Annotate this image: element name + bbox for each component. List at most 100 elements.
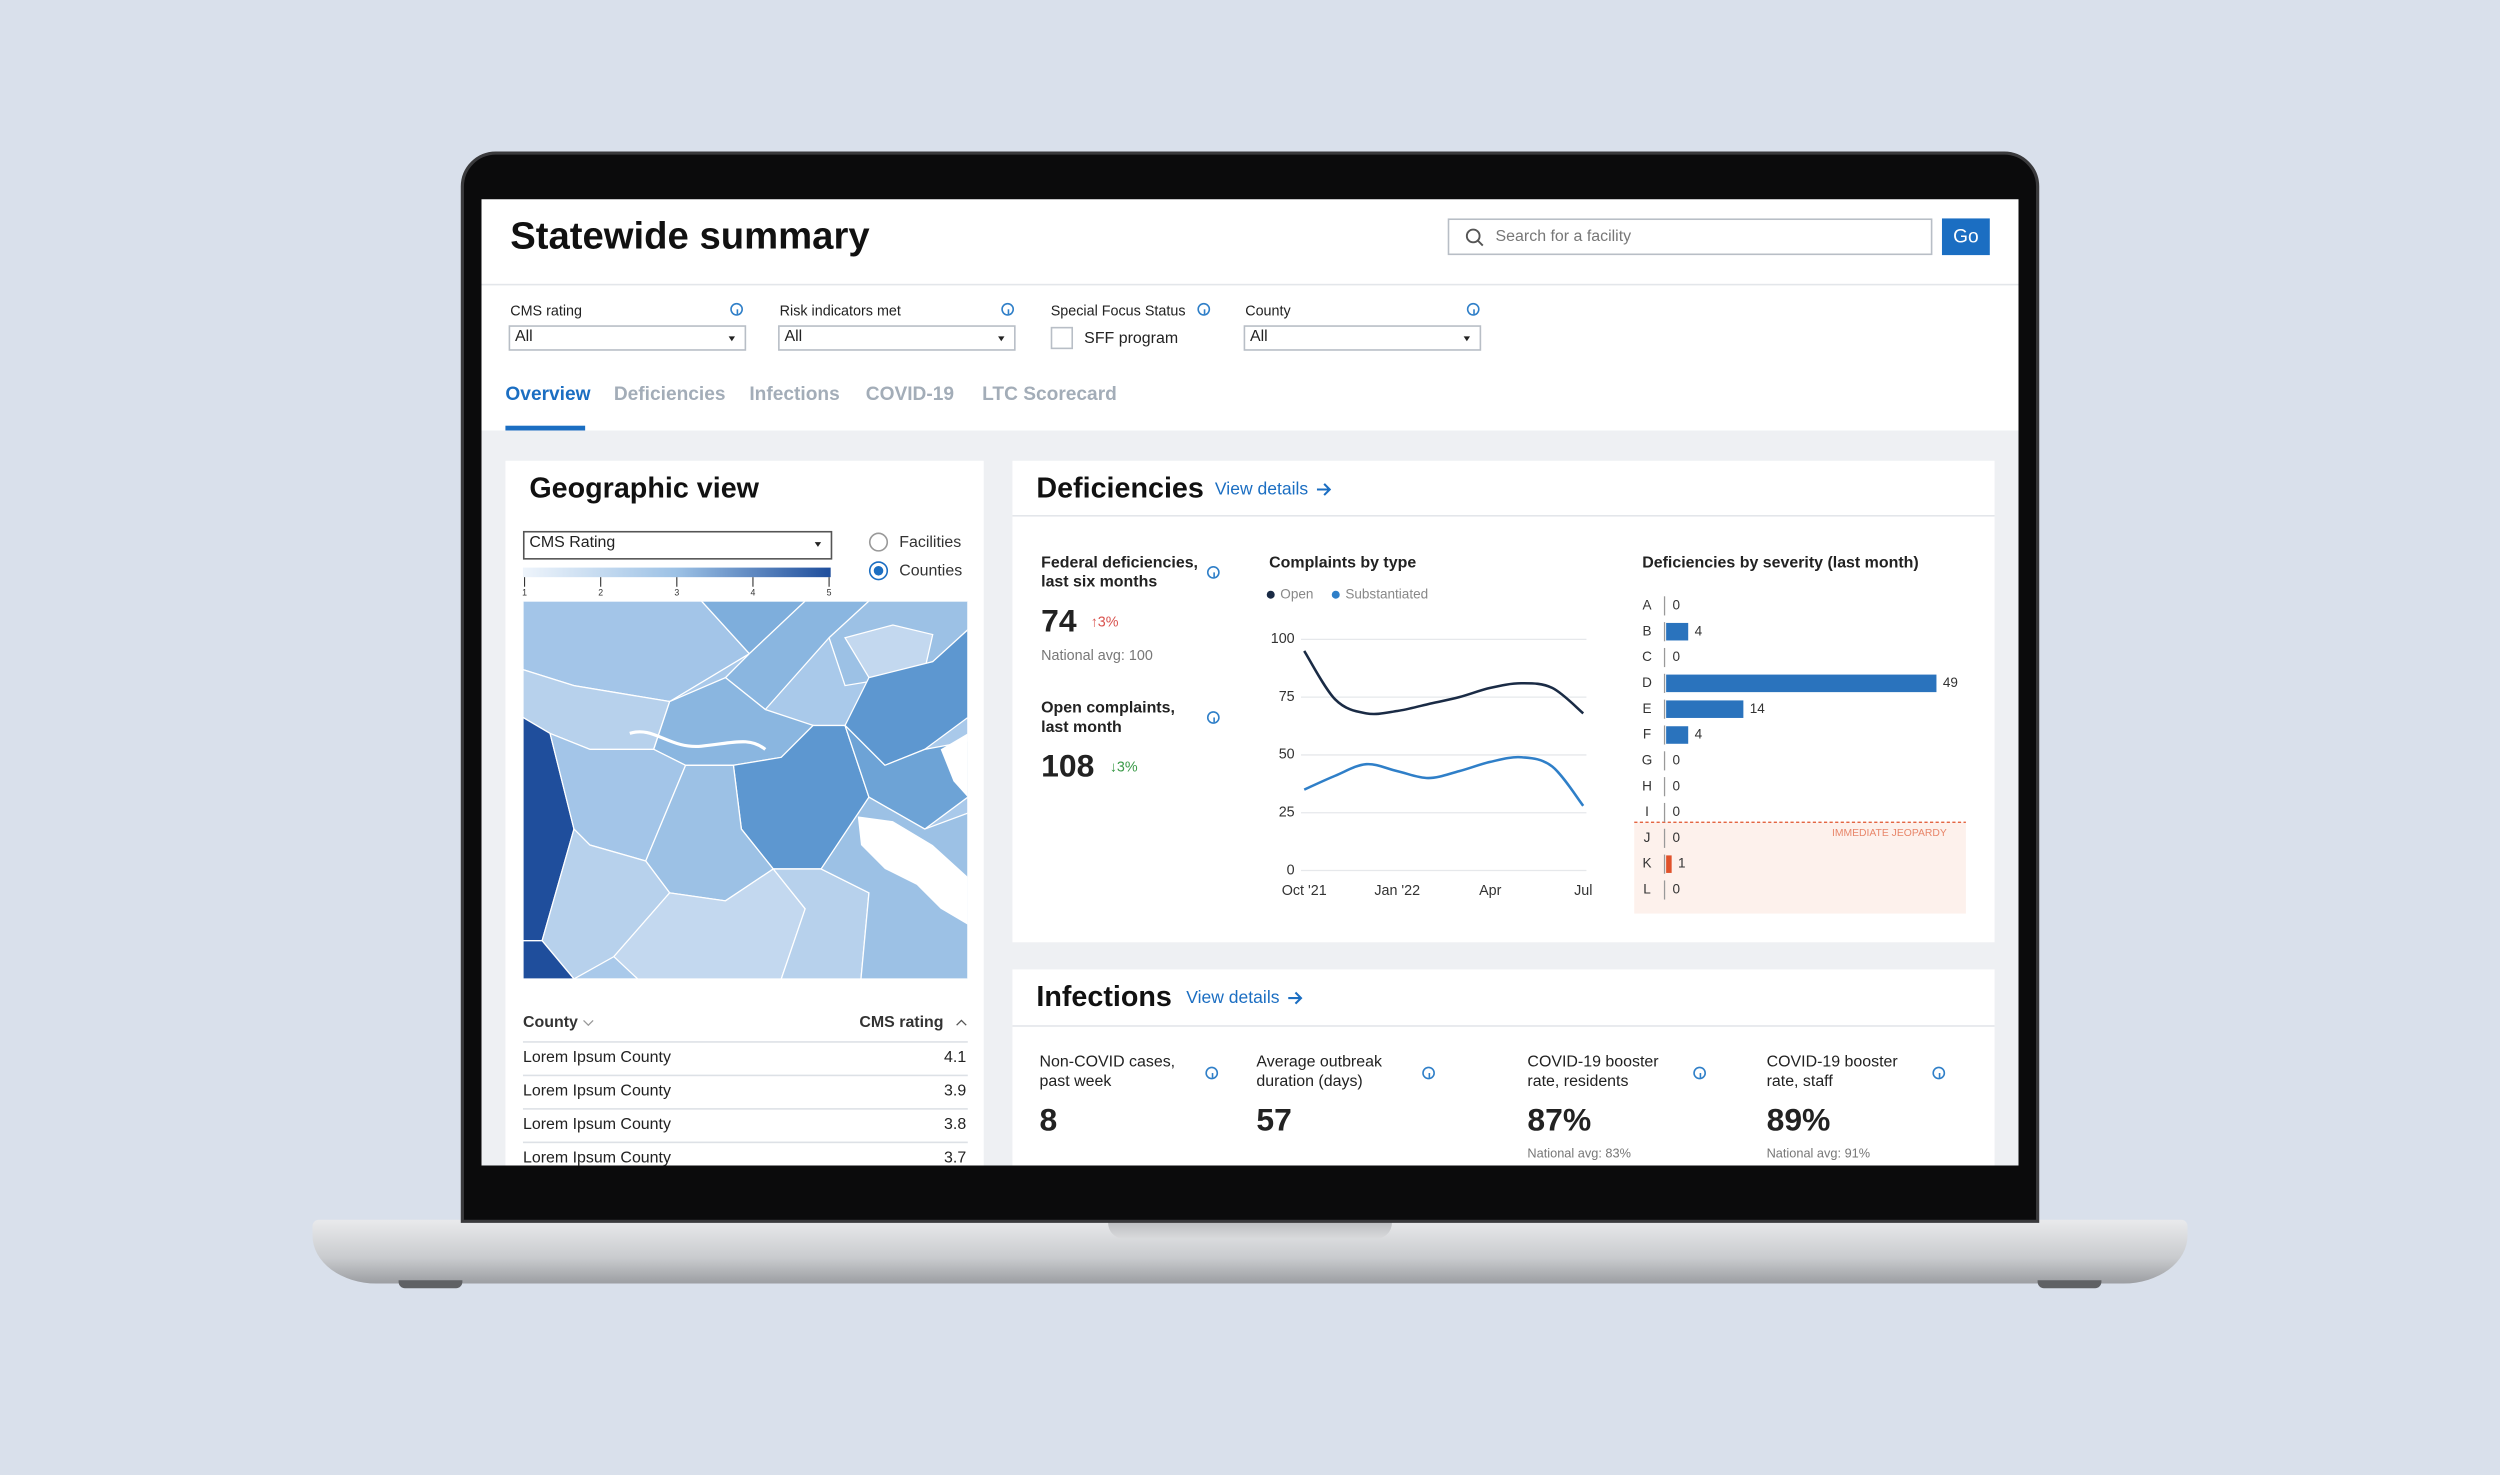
category-label: E xyxy=(1642,701,1651,716)
radio[interactable] xyxy=(868,532,889,552)
table-divider xyxy=(522,1041,968,1043)
kpi-value: 108 xyxy=(1041,749,1095,785)
value-label: 0 xyxy=(1673,804,1681,819)
info-icon[interactable] xyxy=(1206,566,1220,579)
info-icon[interactable] xyxy=(1206,711,1220,724)
category-label: H xyxy=(1642,778,1652,793)
legend-label: Open xyxy=(1280,586,1313,601)
map[interactable] xyxy=(522,601,968,979)
x-tick-label: Jul xyxy=(1574,883,1592,899)
x-tick-label: Oct '21 xyxy=(1282,883,1327,899)
category-label: A xyxy=(1642,597,1652,612)
panel-title: Deficiencies xyxy=(1036,471,1204,504)
info-icon[interactable] xyxy=(1693,1066,1706,1080)
panel-title: Geographic view xyxy=(529,471,760,504)
filter-select[interactable]: All xyxy=(1243,325,1482,351)
arrow-icon xyxy=(1288,991,1303,1005)
arrow-icon xyxy=(1316,483,1332,496)
value-label: 0 xyxy=(1673,830,1681,845)
value-label: 0 xyxy=(1673,649,1681,664)
kpi-value: 87% xyxy=(1527,1103,1592,1139)
info-icon[interactable] xyxy=(1197,302,1211,316)
bar xyxy=(1666,726,1689,744)
map-select[interactable]: CMS Rating xyxy=(522,530,833,560)
filter-select[interactable]: All xyxy=(508,325,747,351)
kpi-value: 89% xyxy=(1766,1103,1831,1139)
tab[interactable]: Overview xyxy=(505,382,591,405)
infections-panel xyxy=(1012,969,1995,1166)
kpi-value: 8 xyxy=(1039,1103,1058,1139)
scale-tick-label: 1 xyxy=(522,587,527,597)
kpi-label: Federal deficiencies, last six months xyxy=(1041,554,1199,592)
kpi-label: Average outbreak duration (days) xyxy=(1256,1053,1382,1091)
info-icon[interactable] xyxy=(1205,1066,1219,1080)
tab[interactable]: Deficiencies xyxy=(613,382,726,405)
value-label: 0 xyxy=(1673,597,1681,612)
info-icon[interactable] xyxy=(1466,302,1480,316)
checkbox-label: SFF program xyxy=(1084,330,1179,348)
table-header[interactable]: County xyxy=(522,1014,578,1032)
jeopardy-zone xyxy=(1634,822,1966,914)
value-label: 1 xyxy=(1678,856,1686,871)
scale-tick-label: 5 xyxy=(827,587,832,597)
category-label: I xyxy=(1645,804,1649,819)
kpi-label: Non-COVID cases, past week xyxy=(1039,1053,1176,1091)
table-header[interactable]: CMS rating xyxy=(859,1014,944,1032)
bar xyxy=(1666,622,1689,641)
value-label: 4 xyxy=(1695,727,1703,742)
table-cell: 3.8 xyxy=(944,1116,967,1134)
sort-icon xyxy=(956,1019,967,1026)
category-label: F xyxy=(1643,727,1651,742)
value-label: 0 xyxy=(1673,882,1681,897)
checkbox[interactable] xyxy=(1050,326,1074,350)
view-details-link[interactable]: View details xyxy=(1214,479,1309,500)
search-icon xyxy=(1465,228,1484,247)
info-icon[interactable] xyxy=(1932,1066,1946,1080)
chart-title: Complaints by type xyxy=(1269,554,1417,573)
table-cell: 3.7 xyxy=(944,1149,967,1168)
go-button[interactable]: Go xyxy=(1941,218,1990,256)
y-tick-label: 25 xyxy=(1279,805,1295,821)
kpi-change: ↓3% xyxy=(1109,758,1138,775)
laptop-notch xyxy=(1108,1219,1392,1239)
scale-tick-label: 3 xyxy=(674,587,679,597)
view-details-link[interactable]: View details xyxy=(1186,988,1280,1008)
tab-underline xyxy=(505,425,586,431)
tab[interactable]: COVID-19 xyxy=(865,382,955,405)
x-tick-label: Jan '22 xyxy=(1374,883,1420,899)
legend-dot xyxy=(1266,590,1275,599)
scale-tick-label: 4 xyxy=(751,587,756,597)
filter-label: County xyxy=(1245,302,1291,319)
info-icon[interactable] xyxy=(1001,302,1015,316)
kpi-value: 74 xyxy=(1041,604,1077,640)
bar xyxy=(1666,674,1937,693)
search-box[interactable]: Search for a facility xyxy=(1447,218,1933,256)
category-label: D xyxy=(1642,675,1652,690)
kpi-note: National avg: 100 xyxy=(1041,647,1153,664)
info-icon[interactable] xyxy=(1422,1066,1435,1080)
kpi-note: National avg: 83% xyxy=(1527,1146,1631,1161)
category-label: G xyxy=(1642,752,1653,767)
table-divider xyxy=(522,1141,968,1144)
panel-title: Infections xyxy=(1036,980,1172,1013)
bar xyxy=(1666,700,1744,718)
tab[interactable]: LTC Scorecard xyxy=(982,382,1117,405)
info-icon[interactable] xyxy=(730,302,743,316)
table-cell: Lorem Ipsum County xyxy=(522,1082,671,1101)
category-label: L xyxy=(1643,882,1651,897)
y-tick-label: 75 xyxy=(1279,689,1295,705)
chart-title: Deficiencies by severity (last month) xyxy=(1642,554,1919,573)
laptop-foot xyxy=(398,1280,463,1289)
filter-select[interactable]: All xyxy=(778,325,1016,351)
radio-label: Facilities xyxy=(899,534,962,552)
x-tick-label: Apr xyxy=(1479,883,1502,899)
tab[interactable]: Infections xyxy=(749,382,840,405)
value-label: 0 xyxy=(1673,778,1681,793)
table-cell: Lorem Ipsum County xyxy=(522,1049,671,1067)
radio-selected[interactable] xyxy=(868,561,889,581)
bar xyxy=(1666,855,1672,873)
table-cell: 4.1 xyxy=(944,1049,967,1067)
table-cell: Lorem Ipsum County xyxy=(522,1116,671,1134)
